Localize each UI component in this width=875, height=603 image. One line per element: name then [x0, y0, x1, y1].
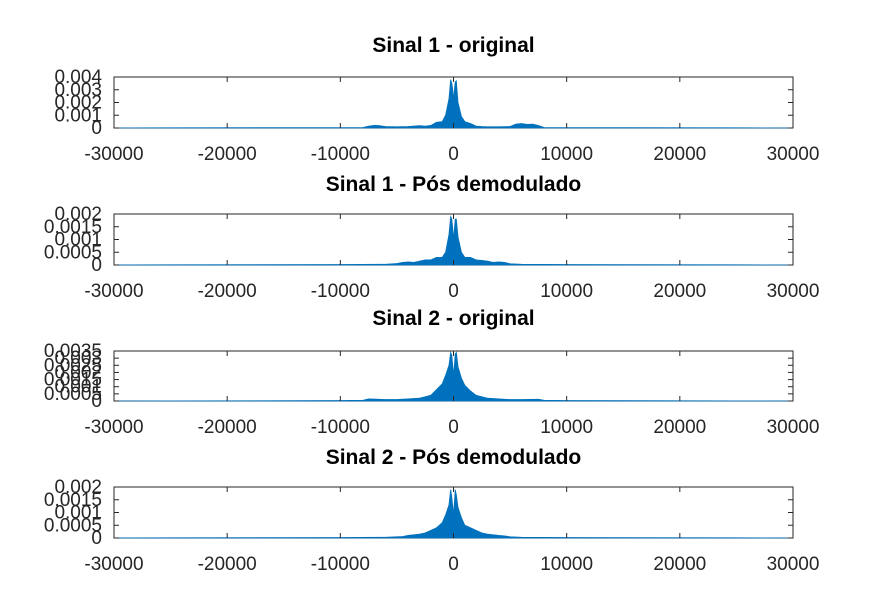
x-tick-label: -20000	[198, 281, 257, 302]
subplot-4: Sinal 2 - Pós demodulado -30000 -20000 -100…	[44, 446, 820, 575]
spectrum-area	[113, 489, 794, 539]
y-tick-label: 0.0005	[44, 242, 102, 263]
x-tick-label: 10000	[540, 417, 593, 438]
subplot-2: Sinal 1 - Pós demodulado -30000 -20000 -100…	[44, 173, 820, 302]
x-tick-label: 0	[448, 554, 459, 575]
x-tick-label: -30000	[84, 281, 143, 302]
y-tick-label: 0	[91, 391, 102, 412]
y-tick-label: 0.003	[54, 80, 102, 101]
x-tick-label: -10000	[311, 417, 370, 438]
x-tick-label: 30000	[767, 281, 820, 302]
x-tick-label: 30000	[767, 144, 820, 165]
y-tick-label: 0	[91, 118, 102, 139]
x-tick-label: -20000	[198, 554, 257, 575]
x-tick-label: 0	[448, 144, 459, 165]
subplot-3: Sinal 2 - original -30000 -20000 -10000 0 100…	[44, 307, 820, 438]
x-tick-label: 30000	[767, 554, 820, 575]
subplot-title: Sinal 2 - Pós demodulado	[326, 446, 582, 469]
spectrum-area	[113, 214, 794, 266]
y-tick-label: 0.0025	[44, 355, 102, 376]
y-tick-label: 0.0015	[44, 370, 102, 391]
y-tick-label: 0.002	[54, 477, 102, 498]
x-tick-label: 20000	[653, 144, 706, 165]
y-tick-label: 0.0015	[44, 490, 102, 511]
x-tick-label: 10000	[540, 144, 593, 165]
x-tick-label: -10000	[311, 554, 370, 575]
x-tick-label: -30000	[84, 554, 143, 575]
y-tick-label: 0.001	[54, 503, 102, 524]
x-tick-label: -20000	[198, 417, 257, 438]
spectrum-area	[113, 79, 794, 129]
x-tick-label: 20000	[653, 554, 706, 575]
y-tick-label: 0.004	[54, 67, 102, 88]
x-tick-label: -30000	[84, 417, 143, 438]
y-tick-label: 0.001	[54, 377, 102, 398]
y-tick-label: 0	[91, 528, 102, 549]
x-tick-label: 10000	[540, 281, 593, 302]
y-tick-label: 0.0005	[44, 384, 102, 405]
y-tick-label: 0.002	[54, 93, 102, 114]
x-tick-label: 10000	[540, 554, 593, 575]
subplot-title: Sinal 2 - original	[372, 307, 534, 330]
x-tick-label: 30000	[767, 417, 820, 438]
subplot-title: Sinal 1 - original	[372, 34, 534, 57]
subplot-title: Sinal 1 - Pós demodulado	[326, 173, 582, 196]
y-tick-label: 0.0015	[44, 217, 102, 238]
x-tick-label: 20000	[653, 417, 706, 438]
x-tick-label: -10000	[311, 144, 370, 165]
x-tick-label: 0	[448, 417, 459, 438]
spectrum-area	[113, 350, 794, 402]
y-tick-label: 0.0005	[44, 515, 102, 536]
x-tick-label: 0	[448, 281, 459, 302]
y-tick-label: 0.003	[54, 348, 102, 369]
y-tick-label: 0.002	[54, 362, 102, 383]
y-tick-label: 0.001	[54, 105, 102, 126]
x-tick-label: -20000	[198, 144, 257, 165]
y-tick-label: 0	[91, 255, 102, 276]
y-tick-label: 0.002	[54, 204, 102, 225]
x-tick-label: -30000	[84, 144, 143, 165]
x-tick-label: -10000	[311, 281, 370, 302]
x-tick-label: 20000	[653, 281, 706, 302]
subplot-1: Sinal 1 - original -30000 -20000 -10000 0 100…	[54, 34, 819, 165]
y-tick-label: 0.001	[54, 230, 102, 251]
y-tick-label: 0.0035	[44, 341, 102, 362]
